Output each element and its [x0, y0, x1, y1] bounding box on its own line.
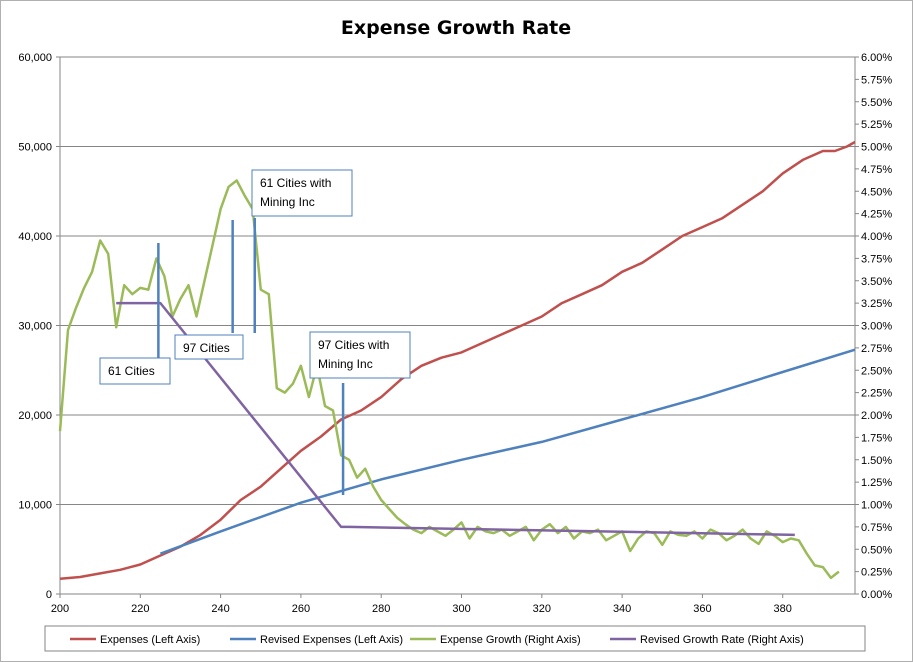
right-tick-label: 1.25%	[861, 477, 892, 489]
x-tick-label: 320	[533, 603, 551, 615]
expense-growth-right-axis-line	[58, 179, 840, 580]
right-tick-label: 2.75%	[861, 343, 892, 355]
right-tick-label: 0.50%	[861, 544, 892, 556]
x-tick-label: 360	[693, 603, 711, 615]
right-tick-label: 2.25%	[861, 388, 892, 400]
right-tick-label: 5.75%	[861, 74, 892, 86]
annotation-label: 61 Cities	[108, 364, 155, 378]
annotation-label: 97 Cities	[183, 341, 230, 355]
annotation-box	[174, 334, 244, 360]
right-tick-label: 4.75%	[861, 164, 892, 176]
right-tick-label: 2.50%	[861, 365, 892, 377]
right-tick-label: 3.00%	[861, 321, 892, 333]
expenses-left-axis-legend-label: Expenses (Left Axis)	[100, 634, 200, 646]
revised-expenses-left-axis-legend-label: Revised Expenses (Left Axis)	[260, 634, 403, 646]
x-tick-label: 220	[131, 603, 149, 615]
left-tick-label: 60,000	[18, 52, 52, 64]
right-tick-label: 1.00%	[861, 500, 892, 512]
right-tick-label: 0.75%	[861, 522, 892, 534]
legend: Expenses (Left Axis) Revised Expenses (Le…	[44, 625, 866, 652]
annotation-box	[251, 169, 353, 217]
revised-growth-rate-right-axis-legend-label: Revised Growth Rate (Right Axis)	[640, 634, 804, 646]
right-tick-label: 5.25%	[861, 119, 892, 131]
gridlines	[60, 56, 855, 505]
annotation-box	[99, 357, 171, 385]
right-tick-label: 1.75%	[861, 432, 892, 444]
left-tick-label: 40,000	[18, 231, 52, 243]
right-tick-label: 2.00%	[861, 410, 892, 422]
expenses-left-axis-line	[59, 140, 856, 581]
x-tick-label: 260	[292, 603, 310, 615]
legend-box	[44, 625, 866, 652]
x-tick-label: 240	[211, 603, 229, 615]
right-tick-label: 4.25%	[861, 209, 892, 221]
x-tick-label: 200	[51, 603, 69, 615]
right-tick-label: 0.00%	[861, 589, 892, 601]
left-tick-label: 50,000	[18, 142, 52, 154]
axes: 0 10,000 20,000 30,000 40,000 50,000 60,000 0.0…	[18, 52, 892, 615]
left-tick-label: 0	[46, 589, 52, 601]
x-tick-label: 380	[774, 603, 792, 615]
right-tick-label: 1.50%	[861, 455, 892, 467]
x-tick-label: 300	[452, 603, 470, 615]
x-tick-label: 340	[613, 603, 631, 615]
right-tick-label: 3.50%	[861, 276, 892, 288]
x-tick-label: 280	[372, 603, 390, 615]
expense-growth-right-axis-legend-label: Expense Growth (Right Axis)	[440, 634, 581, 646]
revised-expenses-left-axis-line	[159, 348, 856, 555]
right-tick-label: 4.00%	[861, 231, 892, 243]
right-tick-label: 4.50%	[861, 186, 892, 198]
series-lines	[58, 140, 856, 581]
left-tick-label: 10,000	[18, 500, 52, 512]
left-tick-label: 30,000	[18, 321, 52, 333]
right-tick-label: 0.25%	[861, 567, 892, 579]
left-tick-label: 20,000	[18, 410, 52, 422]
right-tick-label: 5.00%	[861, 142, 892, 154]
right-tick-label: 6.00%	[861, 52, 892, 64]
annotations: 61 Cities 97 Cities 61 Cities with Mining I…	[99, 169, 411, 495]
chart-title: Expense Growth Rate	[341, 17, 571, 39]
right-tick-label: 5.50%	[861, 97, 892, 109]
right-tick-label: 3.75%	[861, 253, 892, 265]
revised-growth-rate-right-axis-line	[116, 301, 795, 537]
annotation-box	[309, 331, 411, 379]
annotation-label: 61 Cities with Mining Inc	[260, 176, 331, 209]
annotation-label: 97 Cities with Mining Inc	[318, 338, 389, 371]
right-tick-label: 3.25%	[861, 298, 892, 310]
